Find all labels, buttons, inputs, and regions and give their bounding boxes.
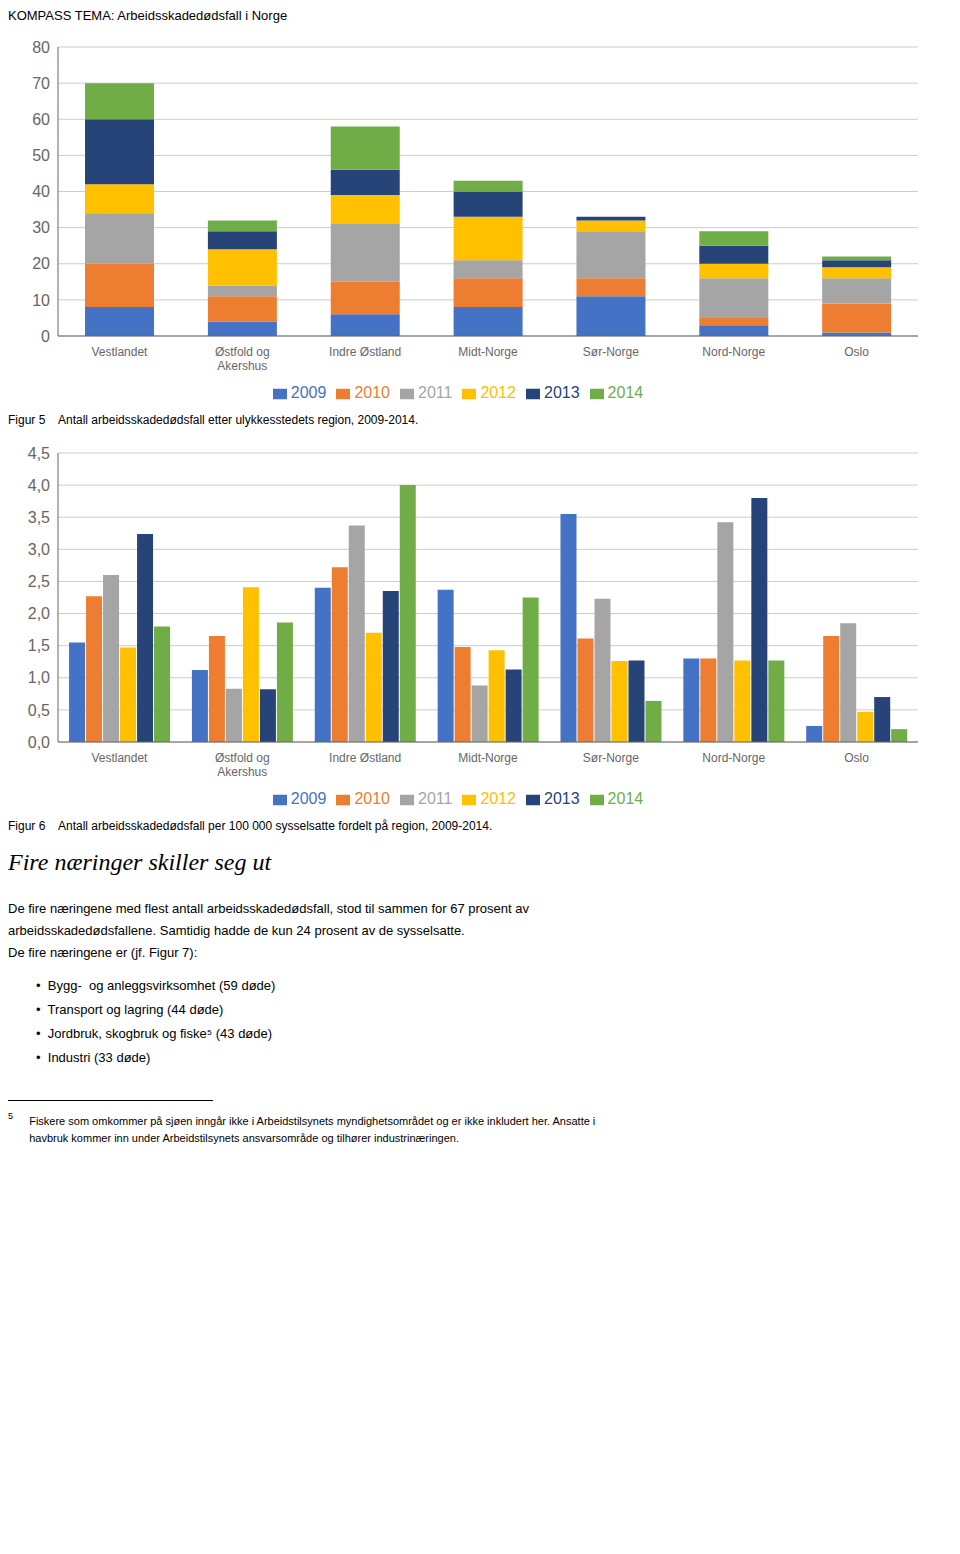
html-text:2013: 2013 [544,384,580,401]
html-text:De fire næringene med flest an: De fire næringene med flest antall arbei… [8,901,529,916]
svg-text:Nord-Norge: Nord-Norge [702,751,765,765]
svg-text:10: 10 [32,292,50,309]
svg-text:Midt-Norge: Midt-Norge [458,751,518,765]
html-text:2014: 2014 [607,384,644,401]
html-text:KOMPASS TEMA: Arbeidsskadedøds: KOMPASS TEMA: Arbeidsskadedødsfall i Nor… [8,8,288,23]
html-text:Figur 5 Antall arbeidsskadedød: Figur 5 Antall arbeidsskadedødsfall ette… [8,413,419,427]
html-text:Fiskere som omkommer på sjøen: Fiskere som omkommer på sjøen inngår ikk… [20,1115,596,1127]
html-text:De fire næringene er (jf. Figu: De fire næringene er (jf. Figur 7): [8,945,198,960]
svg-text:4,5: 4,5 [28,445,50,462]
svg-text:Nord-Norge: Nord-Norge [702,345,765,359]
svg-text:40: 40 [32,183,50,200]
svg-text:3,0: 3,0 [28,541,50,558]
svg-text:Indre Østland: Indre Østland [329,751,401,765]
html-text:2011: 2011 [418,790,453,807]
svg-text:1,5: 1,5 [28,637,50,654]
svg-text:3,5: 3,5 [28,509,50,526]
html-text:2010: 2010 [354,790,390,807]
html-text:• Bygg- og anleggsvirksomhet (: • Bygg- og anleggsvirksomhet (59 døde) [36,978,276,993]
html-text:2009: 2009 [290,790,327,807]
svg-text:Oslo: Oslo [844,751,869,765]
svg-text:2,5: 2,5 [28,573,50,590]
svg-text:2,0: 2,0 [28,605,50,622]
svg-text:Sør-Norge: Sør-Norge [583,345,639,359]
svg-text:Vestlandet: Vestlandet [91,751,148,765]
html-text:Fire næringer skiller seg ut: Fire næringer skiller seg ut [8,849,272,875]
html-text:• Industri (33 døde): • Industri (33 døde) [36,1050,151,1065]
svg-text:Sør-Norge: Sør-Norge [583,751,639,765]
html-text:• Jordbruk, skogbruk og fiske⁵: • Jordbruk, skogbruk og fiske⁵ (43 døde) [36,1026,273,1041]
svg-text:0,0: 0,0 [28,734,50,751]
html-text:2014: 2014 [607,790,644,807]
html-text:2013: 2013 [544,790,580,807]
svg-text:Midt-Norge: Midt-Norge [458,345,518,359]
html-text:5: 5 [8,1111,13,1121]
svg-text:80: 80 [32,39,50,56]
svg-text:Indre Østland: Indre Østland [329,345,401,359]
html-text:2012: 2012 [480,790,516,807]
html-text:2009: 2009 [290,384,327,401]
svg-text:20: 20 [32,255,50,272]
html-text:2012: 2012 [480,384,516,401]
svg-text:Vestlandet: Vestlandet [91,345,148,359]
html-text:• Transport og lagring (44 død: • Transport og lagring (44 døde) [36,1002,224,1017]
svg-text:Østfold ogAkershus: Østfold ogAkershus [215,751,270,779]
svg-text:4,0: 4,0 [28,477,50,494]
svg-text:Østfold ogAkershus: Østfold ogAkershus [215,345,270,373]
svg-text:60: 60 [32,111,50,128]
html-text:havbruk kommer inn under Arbei: havbruk kommer inn under Arbeidstilsynet… [20,1132,459,1144]
html-text:2010: 2010 [354,384,390,401]
svg-text:0,5: 0,5 [28,702,50,719]
svg-text:30: 30 [32,219,50,236]
svg-text:70: 70 [32,75,50,92]
svg-text:50: 50 [32,147,50,164]
svg-text:0: 0 [41,328,50,345]
html-text:arbeidsskadedødsfallene. Samti: arbeidsskadedødsfallene. Samtidig hadde … [8,923,465,938]
svg-text:Oslo: Oslo [844,345,869,359]
html-text:2011: 2011 [418,384,453,401]
html-text:Figur 6 Antall arbeidsskadedød: Figur 6 Antall arbeidsskadedødsfall per … [8,819,493,833]
svg-text:1,0: 1,0 [28,669,50,686]
